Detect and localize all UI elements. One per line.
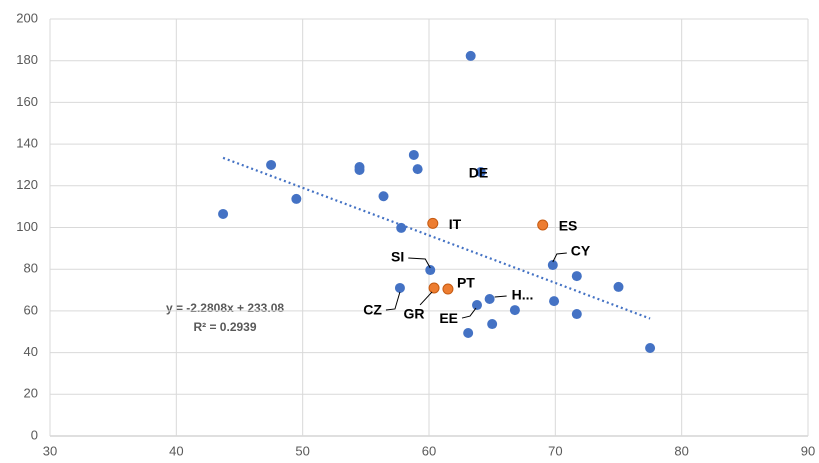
point (509, 305, 520, 316)
point (537, 219, 549, 231)
y-tick-label: 20 (24, 386, 38, 401)
point (613, 281, 624, 292)
point (472, 300, 483, 311)
y-tick-label: 80 (24, 261, 38, 276)
x-tick-label: 60 (422, 443, 436, 458)
x-tick-label: 40 (169, 443, 183, 458)
point (396, 222, 407, 233)
leader-line (408, 257, 431, 269)
point-label: CZ (363, 302, 382, 318)
x-tick-label: 80 (674, 443, 688, 458)
x-tick-label: 50 (295, 443, 309, 458)
point (412, 164, 423, 175)
trend-equation: y = -2.2808x + 233.08 (166, 301, 284, 315)
leader-line (461, 307, 477, 319)
leader-line (494, 295, 507, 298)
point (571, 309, 582, 320)
point (645, 343, 656, 354)
point (484, 294, 495, 305)
y-tick-label: 140 (16, 136, 38, 151)
trend-r-squared: R² = 0.2939 (193, 320, 256, 334)
point-label: H... (512, 287, 534, 303)
leader-line (385, 291, 401, 311)
point-label: GR (404, 306, 425, 322)
point (549, 296, 560, 307)
point (442, 283, 454, 295)
point-label: ES (559, 218, 578, 234)
y-tick-label: 60 (24, 302, 38, 317)
point (487, 319, 498, 330)
point (354, 164, 365, 175)
x-tick-label: 70 (548, 443, 562, 458)
point (571, 271, 582, 282)
point (475, 167, 486, 178)
y-tick-label: 40 (24, 344, 38, 359)
point-label: PT (457, 275, 475, 291)
point (394, 282, 405, 293)
point (428, 282, 440, 294)
y-tick-label: 120 (16, 177, 38, 192)
y-tick-label: 100 (16, 219, 38, 234)
point-label: DE (469, 165, 488, 181)
point (266, 159, 277, 170)
point (465, 50, 476, 61)
y-tick-label: 160 (16, 94, 38, 109)
point (427, 217, 439, 229)
point (425, 265, 436, 276)
point-label: CY (571, 243, 591, 259)
point (378, 191, 389, 202)
point (408, 149, 419, 160)
point (218, 208, 229, 219)
y-tick-label: 180 (16, 52, 38, 67)
point-label: IT (449, 216, 462, 232)
x-tick-label: 30 (43, 443, 57, 458)
point-label: EE (439, 310, 458, 326)
leader-line (552, 252, 567, 263)
point (291, 193, 302, 204)
leader-line (419, 291, 433, 306)
y-tick-label: 0 (31, 427, 38, 442)
point (463, 328, 474, 339)
x-tick-label: 90 (801, 443, 815, 458)
point-label: SI (391, 249, 404, 265)
y-tick-label: 200 (16, 10, 38, 25)
point (547, 260, 558, 271)
trendline (222, 156, 651, 320)
